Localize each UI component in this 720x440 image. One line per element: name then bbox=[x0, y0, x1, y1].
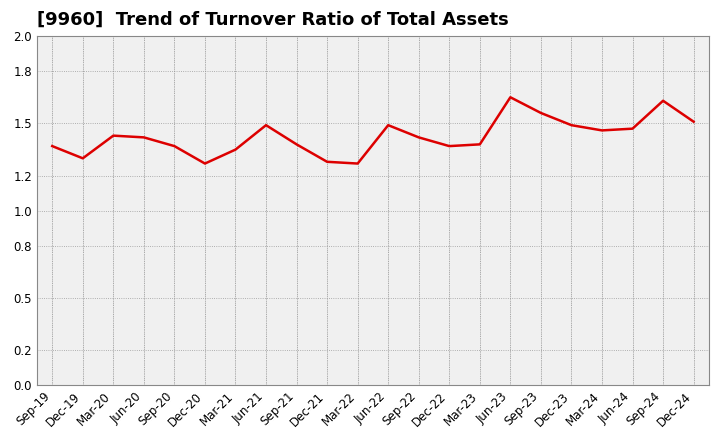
Text: [9960]  Trend of Turnover Ratio of Total Assets: [9960] Trend of Turnover Ratio of Total … bbox=[37, 11, 509, 29]
